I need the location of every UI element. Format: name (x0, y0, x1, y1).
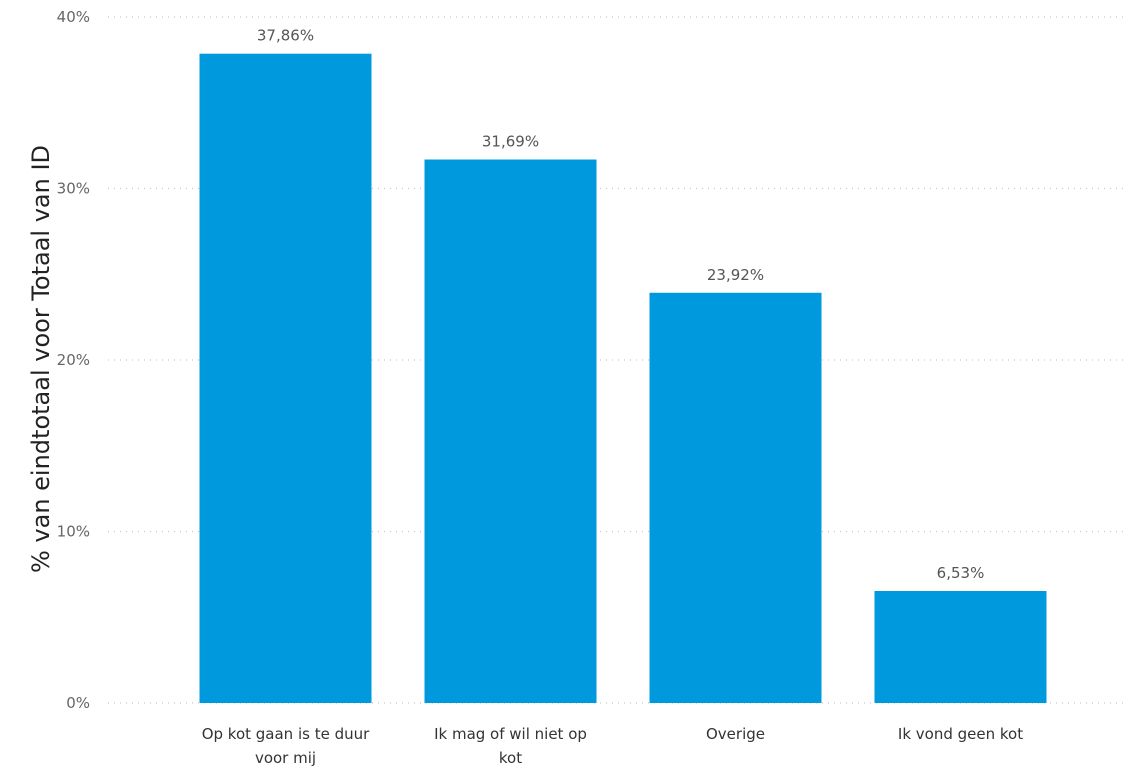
data-label: 31,69% (482, 133, 539, 151)
category-label-line: Ik mag of wil niet op (434, 725, 587, 743)
category-label-line: Op kot gaan is te duur (202, 725, 370, 743)
category-label: Op kot gaan is te duur voor mij (202, 725, 370, 767)
bar (199, 53, 372, 704)
category-label-line: voor mij (255, 749, 316, 767)
data-label: 23,92% (707, 266, 764, 284)
y-axis-title: % van eindtotaal voor Totaal van ID (27, 145, 55, 573)
data-labels: 37,86% 31,69% 23,92% 6,53% (257, 27, 984, 582)
y-tick-label: 40% (57, 8, 90, 26)
category-label: Ik mag of wil niet op kot (434, 725, 587, 767)
bar (424, 159, 597, 704)
y-tick-label: 10% (57, 523, 90, 541)
category-label-line: Ik vond geen kot (898, 725, 1023, 743)
category-label-line: Overige (706, 725, 765, 743)
y-tick-label: 30% (57, 180, 90, 198)
y-tick-label: 0% (66, 694, 90, 712)
category-label: Overige (706, 725, 765, 743)
category-label-line: kot (499, 749, 522, 767)
bar (649, 292, 822, 703)
y-tick-label: 20% (57, 351, 90, 369)
x-axis-labels: Op kot gaan is te duur voor mij Ik mag of … (202, 725, 1024, 767)
bars (199, 53, 1047, 704)
y-axis-ticks: 0% 10% 20% 30% 40% (57, 8, 90, 712)
category-label: Ik vond geen kot (898, 725, 1023, 743)
data-label: 6,53% (937, 564, 985, 582)
data-label: 37,86% (257, 27, 314, 45)
bar (874, 591, 1047, 703)
